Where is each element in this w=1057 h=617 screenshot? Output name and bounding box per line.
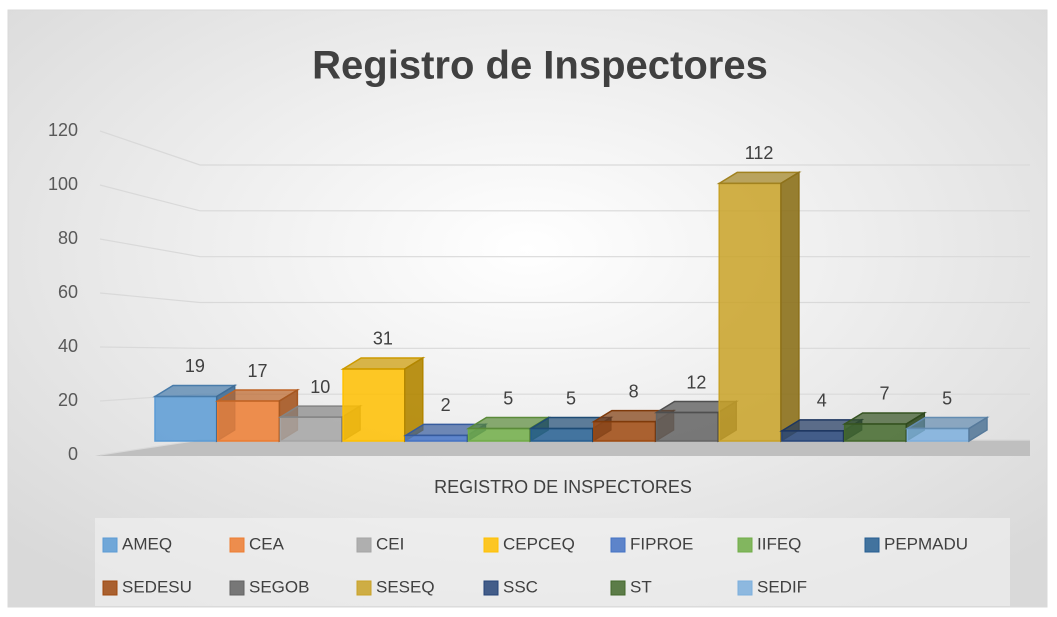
legend-label: CEI: [376, 534, 404, 553]
legend-label: ST: [630, 577, 652, 596]
legend-swatch: [229, 580, 245, 596]
data-label: 12: [686, 372, 706, 392]
chart-area: [7, 9, 1048, 608]
legend-swatch: [737, 537, 753, 553]
bar-front: [467, 427, 531, 442]
data-label: 19: [185, 356, 205, 376]
legend-swatch: [356, 580, 372, 596]
legend-label: SEDESU: [122, 577, 192, 596]
data-label: 31: [373, 329, 393, 349]
legend-swatch: [864, 537, 880, 553]
bar-front: [843, 423, 908, 442]
legend-label: AMEQ: [122, 534, 172, 553]
bar-front: [216, 400, 281, 442]
legend-label: SESEQ: [376, 577, 435, 596]
legend-label: SEDIF: [757, 577, 807, 596]
data-label: 7: [879, 384, 889, 404]
y-tick-label: 20: [58, 390, 78, 410]
bar-front: [279, 416, 343, 442]
data-label: 5: [566, 388, 576, 408]
legend-label: SEGOB: [249, 577, 309, 596]
y-tick-label: 100: [48, 174, 78, 194]
data-label: 5: [503, 388, 513, 408]
bar-front: [342, 368, 406, 442]
bars: 19 17 10 31 2 5 5 8 12 112 4 7 5: [152, 143, 990, 443]
bar-side: [780, 170, 800, 443]
legend-label: CEA: [249, 534, 285, 553]
grid-line: [99, 130, 1030, 166]
chart-title: Registro de Inspectores: [312, 44, 768, 88]
legend-label: FIPROE: [630, 534, 693, 553]
y-tick-label: 0: [68, 444, 78, 464]
bar-side: [968, 416, 988, 443]
category-label: REGISTRO DE INSPECTORES: [434, 477, 692, 497]
legend-swatch: [737, 580, 753, 596]
legend: AMEQ CEA CEI CEPCEQ FIPROE IIFEQ PEPMADU SEDESU…: [102, 534, 968, 596]
data-label: 2: [441, 395, 451, 415]
y-tick-label: 120: [48, 120, 78, 140]
legend-swatch: [356, 537, 372, 553]
y-tick-label: 40: [58, 336, 78, 356]
bar-front: [405, 434, 469, 442]
legend-swatch: [102, 537, 118, 553]
bar-front: [530, 427, 594, 442]
bar-front: [154, 395, 218, 442]
legend-swatch: [610, 537, 626, 553]
data-label: 5: [942, 388, 952, 408]
y-tick-label: 80: [58, 228, 78, 248]
bar-front: [593, 420, 657, 442]
legend-swatch: [483, 537, 499, 553]
legend-swatch: [102, 580, 118, 596]
legend-swatch: [229, 537, 245, 553]
bar-front: [781, 430, 845, 442]
data-label: 112: [745, 143, 774, 163]
legend-swatch: [610, 580, 626, 596]
bar-front: [718, 182, 782, 442]
bar-front: [906, 427, 970, 442]
legend-label: CEPCEQ: [503, 534, 575, 553]
data-label: 10: [310, 377, 330, 397]
bar-front: [655, 411, 719, 442]
legend-label: IIFEQ: [757, 534, 801, 553]
floor: [95, 440, 1030, 456]
data-label: 17: [248, 361, 268, 381]
legend-label: SSC: [503, 577, 538, 596]
data-label: 8: [629, 381, 639, 401]
y-tick-label: 60: [58, 282, 78, 302]
legend-label: PEPMADU: [884, 534, 968, 553]
legend-swatch: [483, 580, 499, 596]
data-label: 4: [817, 391, 827, 411]
legend-box: [95, 518, 1010, 606]
